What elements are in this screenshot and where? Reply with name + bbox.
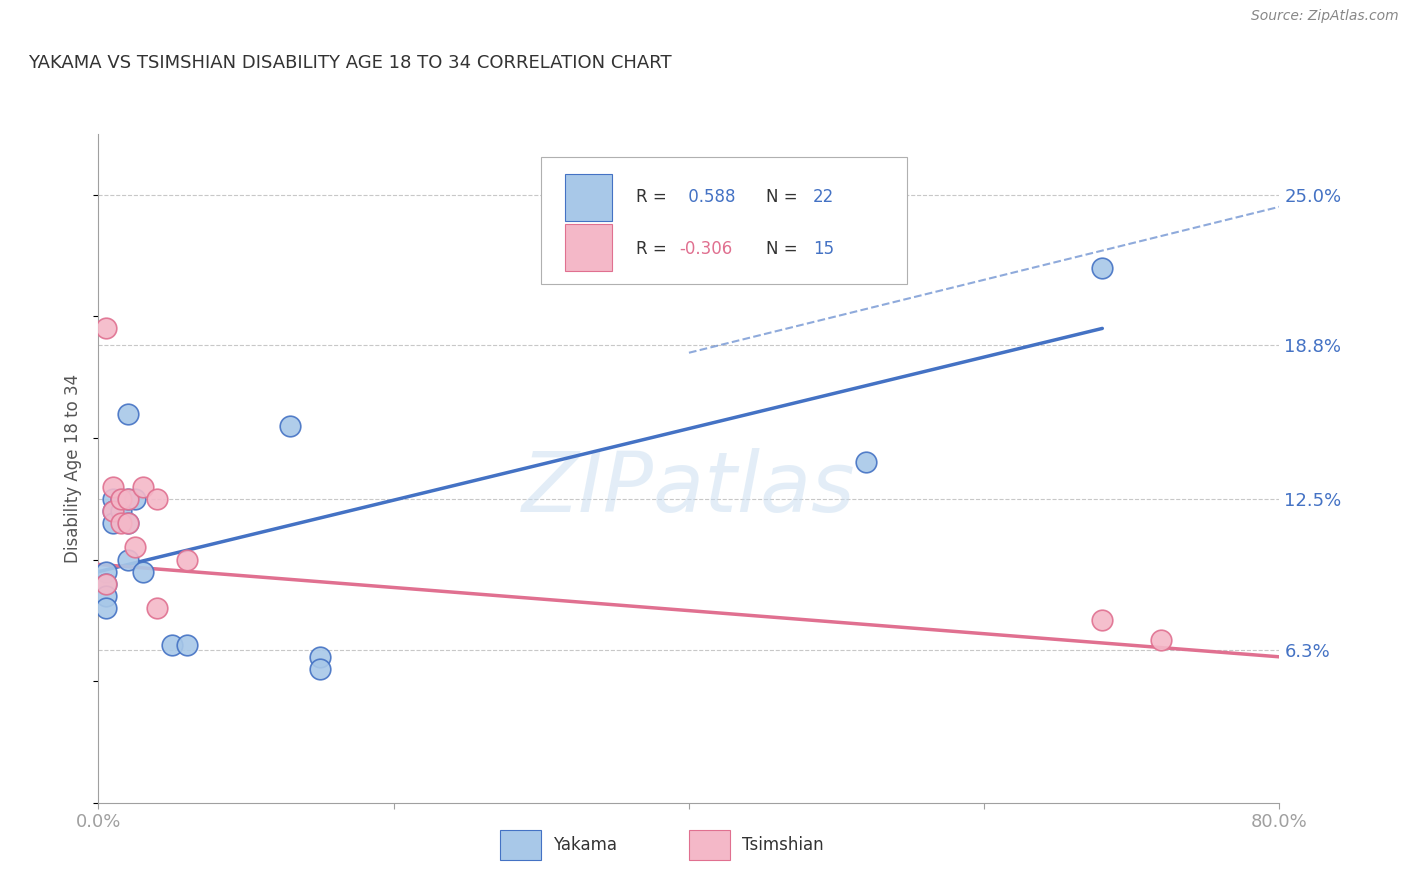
Point xyxy=(1091,613,1114,627)
Point xyxy=(132,479,155,493)
Point xyxy=(132,565,155,579)
Point xyxy=(117,407,139,421)
Text: -0.306: -0.306 xyxy=(679,240,733,258)
Point xyxy=(110,504,132,518)
Text: YAKAMA VS TSIMSHIAN DISABILITY AGE 18 TO 34 CORRELATION CHART: YAKAMA VS TSIMSHIAN DISABILITY AGE 18 TO… xyxy=(28,54,672,71)
Text: Tsimshian: Tsimshian xyxy=(742,836,824,854)
Text: R =: R = xyxy=(636,240,666,258)
Point xyxy=(94,321,117,335)
Point xyxy=(146,601,169,615)
Point xyxy=(94,577,117,591)
Point xyxy=(110,516,132,530)
Bar xyxy=(501,830,541,860)
Point xyxy=(103,504,125,518)
FancyBboxPatch shape xyxy=(541,157,907,285)
Point xyxy=(103,479,125,493)
Point xyxy=(176,638,198,652)
Point xyxy=(309,662,332,676)
Point xyxy=(855,455,877,469)
Point xyxy=(94,577,117,591)
Text: N =: N = xyxy=(766,240,797,258)
Bar xyxy=(689,830,730,860)
Point xyxy=(162,638,183,652)
Text: Source: ZipAtlas.com: Source: ZipAtlas.com xyxy=(1251,9,1399,23)
Text: ZIPatlas: ZIPatlas xyxy=(522,448,856,529)
Point xyxy=(1150,632,1173,647)
Point xyxy=(94,589,117,603)
Y-axis label: Disability Age 18 to 34: Disability Age 18 to 34 xyxy=(65,374,83,563)
Point xyxy=(110,491,132,506)
Point xyxy=(176,552,198,566)
Point xyxy=(278,418,302,433)
Point xyxy=(117,516,139,530)
Text: 0.588: 0.588 xyxy=(683,188,735,206)
Point xyxy=(117,491,139,506)
Point xyxy=(94,601,117,615)
Point xyxy=(103,516,125,530)
Point xyxy=(117,516,139,530)
Bar xyxy=(565,174,612,221)
Text: Yakama: Yakama xyxy=(553,836,617,854)
Point xyxy=(117,552,139,566)
Point xyxy=(124,541,146,555)
Text: R =: R = xyxy=(636,188,666,206)
Text: 22: 22 xyxy=(813,188,834,206)
Point xyxy=(1091,260,1114,275)
Bar xyxy=(565,224,612,271)
Point xyxy=(124,491,146,506)
Point xyxy=(103,504,125,518)
Point xyxy=(117,491,139,506)
Text: 15: 15 xyxy=(813,240,834,258)
Point xyxy=(103,491,125,506)
Point xyxy=(309,649,332,664)
Point xyxy=(110,491,132,506)
Text: N =: N = xyxy=(766,188,797,206)
Point xyxy=(94,565,117,579)
Point xyxy=(146,491,169,506)
